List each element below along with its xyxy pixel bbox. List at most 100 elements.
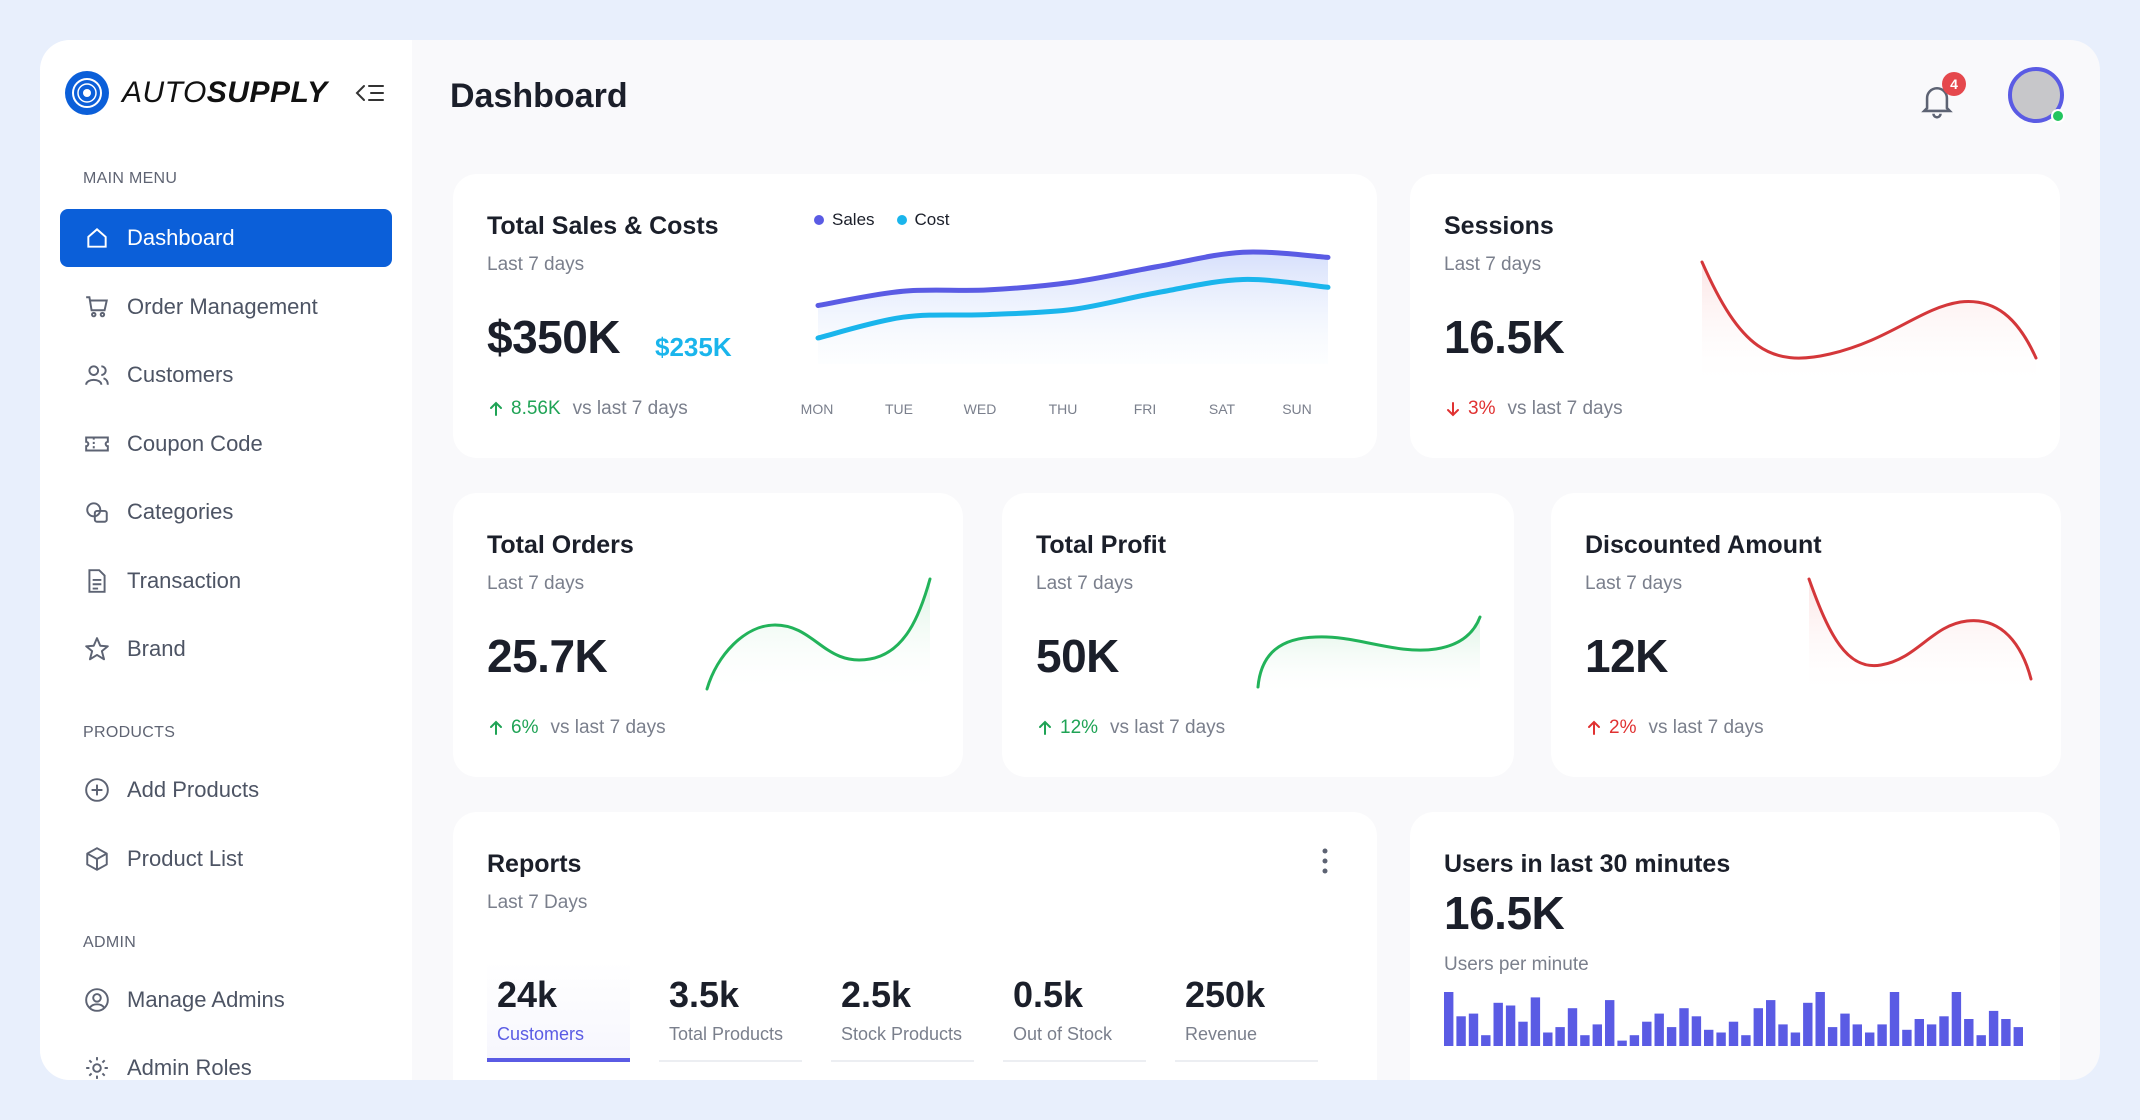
cart-icon [86, 296, 108, 318]
delta-compare: vs last 7 days [550, 717, 666, 738]
sales-costs-card: Total Sales & Costs Last 7 days $350K $2… [453, 174, 1377, 458]
users-bar [1493, 1002, 1503, 1046]
card-title: Sessions [1444, 212, 1554, 240]
users-bar [1468, 1013, 1479, 1046]
arrow-down-icon [1447, 402, 1459, 417]
chart-legend: Sales Cost [814, 210, 950, 230]
card-subtitle: Last 7 Days [487, 892, 588, 913]
users-bar [2001, 1019, 2011, 1046]
sparkline-line [1700, 260, 2038, 360]
nav-item-manage-admins[interactable]: Manage Admins [60, 971, 392, 1029]
delta-compare: vs last 7 days [1110, 717, 1226, 738]
nav-item-brand[interactable]: Brand [60, 620, 392, 678]
nav-item-transaction[interactable]: Transaction [60, 552, 392, 610]
report-tab-out-of-stock[interactable]: 0.5k Out of Stock [1003, 962, 1146, 1062]
users-bar [1555, 1027, 1565, 1046]
nav-item-admin-roles[interactable]: Admin Roles [60, 1039, 392, 1080]
orders-sparkline [705, 577, 932, 695]
card-subtitle: Last 7 days [1444, 254, 1542, 275]
nav-label: Manage Admins [127, 987, 285, 1012]
users-bar [1815, 992, 1825, 1046]
nav-label: Customers [127, 362, 234, 387]
total-orders-card: Total Orders Last 7 days 25.7K 6% vs las… [453, 493, 963, 777]
orders-delta: 6% vs last 7 days [487, 717, 666, 739]
report-tab-value: 0.5k [1013, 974, 1084, 1015]
nav-label: Transaction [127, 568, 242, 593]
users-bar [1778, 1024, 1788, 1046]
report-tab-customers[interactable]: 24k Customers [487, 962, 630, 1062]
users-bar [1988, 1010, 1999, 1046]
nav-item-dashboard[interactable]: Dashboard [60, 209, 392, 267]
nav-item-order-management[interactable]: Order Management [60, 278, 392, 336]
users-icon [85, 365, 109, 386]
users-value: 16.5K [1444, 887, 1565, 939]
total-profit-card: Total Profit Last 7 days 50K 12% vs last… [1002, 493, 1514, 777]
nav-item-customers[interactable]: Customers [60, 346, 392, 404]
report-tab-total-products[interactable]: 3.5k Total Products [659, 962, 802, 1062]
nav-item-categories[interactable]: Categories [60, 483, 392, 541]
nav-label: Categories [127, 499, 234, 524]
box-icon [86, 847, 108, 871]
report-tab-revenue[interactable]: 250k Revenue [1175, 962, 1318, 1062]
arrow-up-icon [490, 720, 502, 735]
discounted-sparkline [1807, 577, 2033, 697]
profit-delta: 12% vs last 7 days [1036, 717, 1225, 739]
sparkline-area [1809, 579, 2031, 697]
document-icon [88, 569, 106, 593]
section-label-admin: ADMIN [83, 934, 137, 951]
nav-label: Product List [127, 846, 244, 871]
sparkline-line [1807, 577, 2033, 681]
discounted-value: 12K [1585, 630, 1668, 682]
card-title: Total Sales & Costs [487, 212, 719, 240]
sales-value: $350K [487, 311, 621, 363]
users-bar [1605, 1000, 1615, 1046]
sparkline-line [1256, 615, 1482, 689]
nav-label: Brand [127, 636, 186, 661]
card-title: Discounted Amount [1585, 531, 1822, 559]
notifications-button[interactable]: 4 [1920, 72, 1966, 119]
section-label-main-menu: MAIN MENU [83, 170, 178, 187]
page-title: Dashboard [450, 77, 628, 115]
sessions-card: Sessions Last 7 days 16.5K 3% vs last 7 … [1410, 174, 2060, 458]
sales-cost-chart [815, 249, 1331, 364]
legend-label-sales: Sales [832, 210, 875, 229]
users-bar [1481, 1035, 1491, 1046]
main-content: Dashboard 4 Total Sales & Costs Last 7 d… [412, 40, 2100, 1080]
users-per-minute-chart [1444, 992, 2023, 1046]
users-bar [1790, 1032, 1801, 1046]
legend-label-cost: Cost [914, 210, 950, 229]
arrow-up-icon [490, 401, 502, 416]
collapse-sidebar-button[interactable] [354, 79, 386, 107]
legend-swatch-sales [814, 215, 824, 225]
x-tick-label: FRI [1133, 401, 1157, 417]
sidebar: AUTOSUPPLY MAIN MENU Dashboard Order Man… [40, 40, 412, 1080]
cost-series-line [815, 276, 1331, 341]
users-bar [1691, 1016, 1702, 1046]
nav-item-add-products[interactable]: Add Products [60, 761, 392, 819]
delta-value: 12% [1060, 717, 1099, 738]
brand-logo[interactable]: AUTOSUPPLY [65, 71, 328, 115]
nav-item-coupon-code[interactable]: Coupon Code [60, 415, 392, 473]
users-bar [1902, 1029, 1912, 1046]
more-options-icon[interactable] [1315, 846, 1335, 876]
star-icon [85, 637, 109, 661]
nav-item-product-list[interactable]: Product List [60, 830, 392, 888]
users-bar [1642, 1021, 1652, 1046]
arrow-up-icon [1588, 720, 1600, 735]
tab-divider [1003, 1060, 1146, 1062]
sparkline-area [1702, 262, 2036, 388]
profit-value: 50K [1036, 630, 1119, 682]
report-tab-value: 3.5k [669, 974, 740, 1015]
sparkline-line [705, 577, 932, 691]
card-title: Users in last 30 minutes [1444, 850, 1731, 878]
report-tab-stock-products[interactable]: 2.5k Stock Products [831, 962, 974, 1062]
users-bar [1827, 1027, 1838, 1046]
users-bar [1753, 1008, 1763, 1046]
users-bar [1666, 1027, 1677, 1046]
users-bar [1840, 1013, 1850, 1046]
delta-value: 2% [1609, 717, 1637, 738]
users-bar [1617, 1040, 1627, 1046]
users-bar [1914, 1019, 1924, 1046]
user-avatar[interactable] [2008, 67, 2065, 123]
report-tab-label: Revenue [1185, 1024, 1258, 1044]
